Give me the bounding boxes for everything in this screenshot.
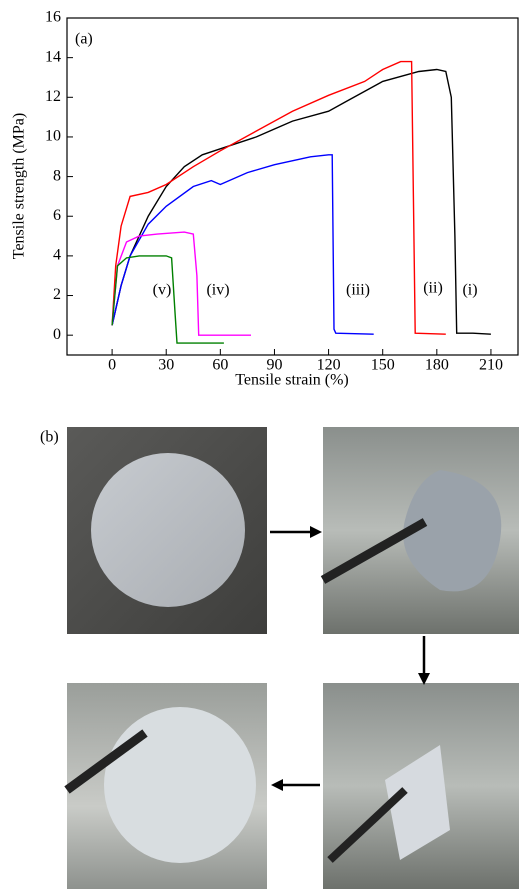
photo [67,683,267,889]
y-tick-label: 6 [53,207,61,224]
series-label: (v) [153,282,172,299]
y-tick-label: 0 [53,326,61,343]
series-label: (ii) [423,280,443,297]
x-tick-label: 120 [317,357,341,374]
y-tick-label: 4 [53,247,61,264]
x-tick-label: 30 [158,357,174,374]
x-tick-label: 90 [266,357,282,374]
x-tick-label: 60 [212,357,228,374]
y-tick-label: 16 [45,9,61,26]
photo [323,683,519,889]
series-line [112,155,374,334]
y-tick-label: 2 [53,286,61,303]
y-tick-label: 10 [45,128,61,145]
x-tick-label: 180 [425,357,449,374]
panel-label: (b) [40,429,59,446]
plot: 0 2 4 6 8 10 12 14 16 0 30 60 90 120 150 180 210 (i) (ii) (… [45,9,503,374]
x-tick-label: 150 [371,357,395,374]
series-line [112,256,224,343]
photo [67,427,267,634]
series-line [112,232,251,335]
photo [323,427,519,634]
series-label: (i) [462,282,477,299]
x-tick-label: 0 [108,357,116,374]
x-axis-title: Tensile strain (%) [235,372,349,389]
series-label: (iii) [346,282,370,299]
y-tick-label: 8 [53,167,61,184]
plot-frame [67,18,518,355]
series-label: (iv) [206,282,229,299]
y-tick-label: 14 [45,48,61,65]
panel-label: (a) [75,31,93,48]
figure: (a) Tensile strain (%) Tensile strength … [0,0,519,889]
x-tick-label: 210 [479,357,503,374]
y-axis-title: Tensile strength (MPa) [11,113,28,259]
y-tick-label: 12 [45,88,61,105]
